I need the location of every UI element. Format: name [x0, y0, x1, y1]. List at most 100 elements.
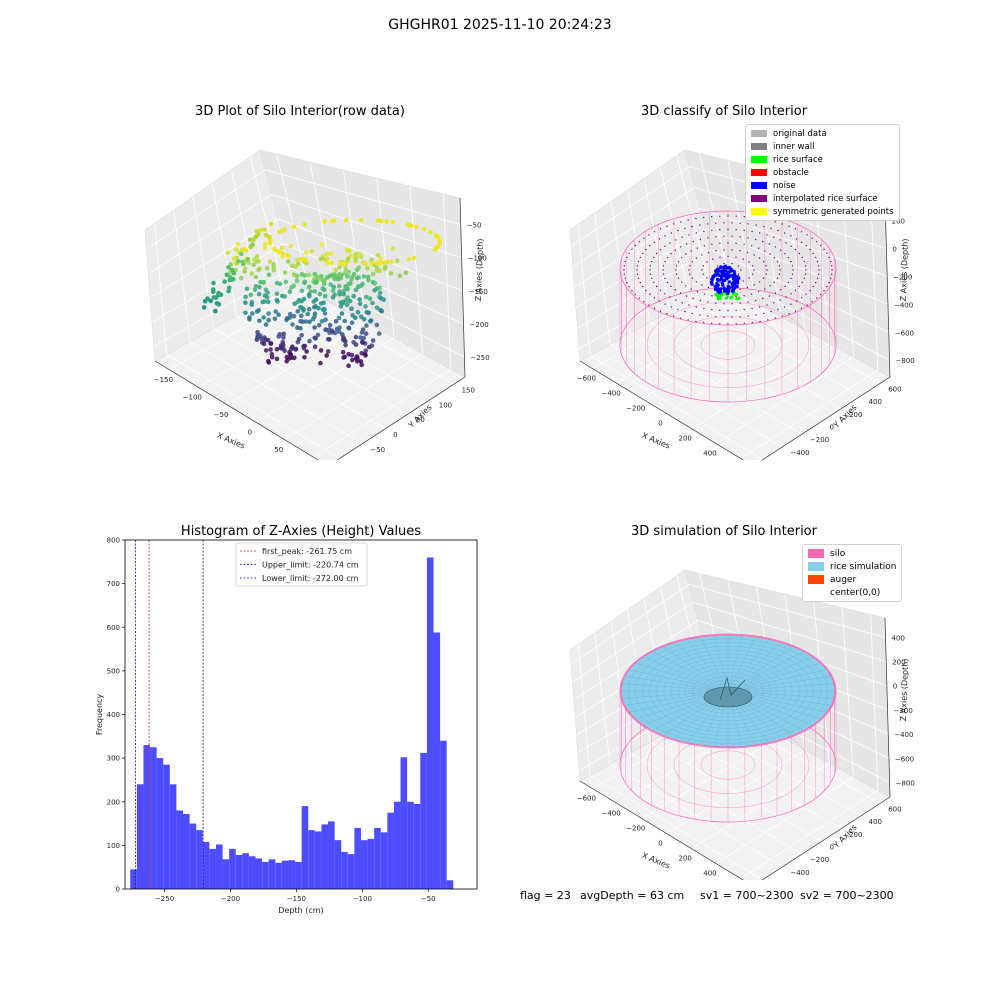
- p1-z-axis-line: [459, 197, 466, 378]
- p2-interpolated-surface-point: [719, 256, 721, 258]
- p4-surface-mesh-line: [662, 646, 729, 692]
- p2-interpolated-surface-point: [784, 306, 786, 308]
- p2-interpolated-surface-point: [823, 290, 825, 292]
- panel1-3d-scatter-plot[interactable]: −150−100−50050100−100−50050100150−250−20…: [130, 130, 490, 460]
- p2-interpolated-surface-point: [747, 315, 749, 317]
- p1-data-point: [254, 254, 260, 259]
- p1-data-point: [343, 267, 348, 272]
- p1-data-point: [330, 288, 336, 293]
- p1-data-point: [375, 252, 381, 258]
- p2-interpolated-surface-point: [666, 225, 668, 227]
- histogram-bar: [130, 869, 137, 889]
- p1-data-point: [253, 234, 258, 240]
- p2-interpolated-surface-point: [766, 234, 768, 236]
- legend-label: symmetric generated points: [773, 206, 894, 217]
- p2-noise-point: [722, 278, 726, 282]
- p2-interpolated-surface-point: [689, 265, 691, 267]
- p4-surface-mesh-line: [621, 683, 729, 692]
- panel1-title: 3D Plot of Silo Interior(row data): [195, 104, 405, 119]
- p2-interpolated-surface-point: [670, 232, 672, 234]
- y-tick-label: 300: [107, 755, 120, 763]
- p1-data-point: [379, 260, 385, 266]
- p2-noise-point: [720, 274, 724, 278]
- p2-z-tick-label: −400: [894, 301, 913, 309]
- p2-interpolated-surface-point: [743, 295, 745, 297]
- histogram-bar: [176, 810, 184, 889]
- p2-interpolated-surface-point: [762, 277, 765, 279]
- p1-data-point: [303, 319, 309, 324]
- p1-data-point: [428, 229, 434, 235]
- p2-interpolated-surface-point: [727, 228, 729, 231]
- p2-interpolated-surface-point: [707, 237, 709, 239]
- p2-interpolated-surface-point: [737, 273, 740, 275]
- p1-data-point: [317, 276, 323, 281]
- y-axis-label: Frequency: [95, 694, 104, 736]
- figure-title: GHGHR01 2025-11-10 20:24:23: [388, 17, 612, 33]
- reference-lines: [135, 540, 204, 889]
- p1-data-point: [256, 267, 261, 273]
- p2-interpolated-surface-point: [757, 291, 760, 293]
- p4-x-tick-label: −600: [577, 795, 596, 803]
- p2-silo-bottom-ring: [673, 316, 783, 374]
- flag-value: flag = 23: [520, 889, 571, 902]
- p2-interpolated-surface-point: [703, 216, 705, 219]
- p2-interpolated-surface-point: [763, 312, 765, 315]
- p1-data-point: [231, 270, 237, 276]
- p1-data-point: [370, 338, 376, 343]
- p2-interpolated-surface-point: [830, 260, 832, 263]
- p2-y-gridline: [627, 189, 822, 422]
- p2-noise-point: [719, 266, 723, 270]
- p2-interpolated-surface-point: [685, 295, 688, 297]
- x-axis-label: Depth (cm): [278, 906, 323, 915]
- p1-data-point: [260, 299, 265, 305]
- p2-y-gridline: [659, 167, 861, 397]
- p2-interpolated-surface-point: [658, 238, 661, 240]
- p2-interpolated-surface-point: [765, 273, 767, 275]
- panel3-histogram[interactable]: −250 −200 −150 −100 −50 0 100 200 300 400 500 600 70…: [80, 530, 490, 920]
- p2-interpolated-surface-point: [691, 261, 694, 263]
- p1-data-point: [265, 299, 271, 305]
- p4-surface-mesh-line: [727, 635, 743, 692]
- p2-interpolated-surface-point: [648, 234, 650, 236]
- p2-interpolated-surface-point: [784, 285, 786, 287]
- p2-interpolated-surface-point: [815, 281, 817, 284]
- p2-interpolated-surface-point: [750, 245, 753, 247]
- p2-z-tick-label: −800: [896, 357, 915, 365]
- p1-data-point: [368, 318, 373, 324]
- p1-data-point: [395, 258, 400, 264]
- p2-y-gridline: [610, 201, 803, 435]
- p2-interpolated-surface-point: [809, 289, 811, 292]
- histogram-bar: [380, 832, 388, 889]
- legend-label: center(0,0): [830, 587, 881, 598]
- p2-interpolated-surface-point: [688, 304, 690, 306]
- p1-data-point: [421, 226, 427, 232]
- p1-data-point: [246, 260, 252, 266]
- p2-interpolated-surface-point: [643, 237, 645, 239]
- p2-interpolated-surface-point: [715, 250, 717, 252]
- panel4-3d-simulation-plot[interactable]: −600−400−2000200400600−600−400−200020040…: [555, 550, 915, 880]
- panel4-legend: silo rice simulation auger center(0,0): [802, 544, 903, 602]
- p1-data-point: [383, 264, 388, 270]
- y-tick-label: 0: [116, 886, 120, 894]
- p1-data-point: [319, 319, 325, 324]
- p2-interpolated-surface-point: [649, 245, 651, 247]
- p1-data-point: [312, 304, 317, 310]
- p2-y-tick-label: 0: [830, 424, 834, 432]
- p1-y-tick-label: 100: [439, 401, 452, 409]
- p2-interpolated-surface-point: [798, 285, 800, 288]
- p1-data-point: [254, 337, 260, 342]
- p2-interpolated-surface-point: [670, 306, 672, 308]
- p2-rice-surface-point: [734, 292, 738, 296]
- p1-z-gridline: [153, 267, 465, 358]
- p2-interpolated-surface-point: [779, 269, 781, 271]
- p1-data-point: [235, 241, 241, 247]
- p1-data-point: [201, 305, 207, 310]
- p2-interpolated-surface-point: [800, 297, 803, 299]
- p2-interpolated-surface-point: [677, 277, 680, 279]
- p1-data-point: [341, 337, 346, 342]
- p1-data-point: [249, 271, 255, 276]
- p4-y-tick-label: 200: [849, 831, 862, 839]
- legend-swatch: [808, 588, 824, 597]
- legend-label: auger: [830, 574, 857, 585]
- p2-x-tick-label: 400: [703, 450, 716, 458]
